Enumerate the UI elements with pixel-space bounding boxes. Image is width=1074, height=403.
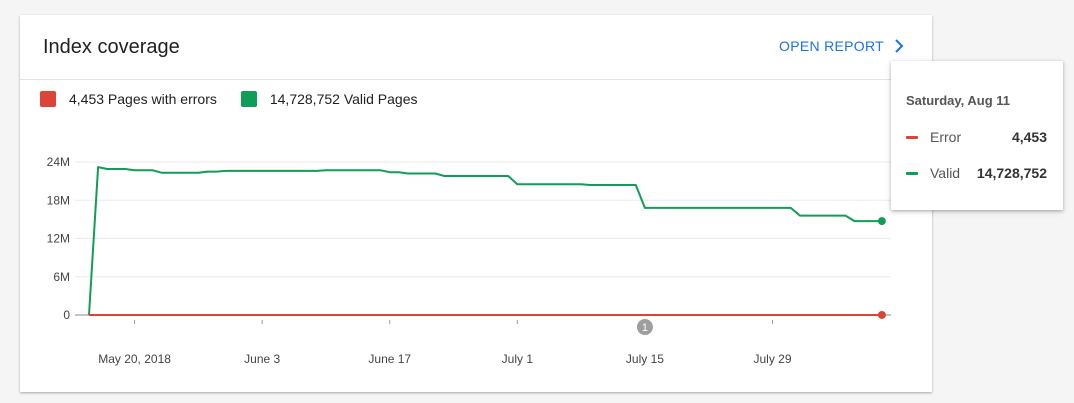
series-end-point-error <box>877 310 886 319</box>
legend-valid-label: 14,728,752 Valid Pages <box>269 91 418 107</box>
x-tick-label: June 3 <box>244 352 280 366</box>
chart-tooltip: Saturday, Aug 11 Error 4,453 Valid 14,72… <box>891 61 1063 210</box>
x-tick-label: July 29 <box>754 352 792 366</box>
chart-legend: 4,453 Pages with errors 14,728,752 Valid… <box>40 91 442 107</box>
y-tick-label: 18M <box>47 193 70 207</box>
tooltip-row-valid: Valid 14,728,752 <box>906 165 1047 181</box>
legend-errors-label: 4,453 Pages with errors <box>69 91 217 107</box>
open-report-label: OPEN REPORT <box>779 38 884 54</box>
tooltip-valid-label: Valid <box>930 165 961 181</box>
x-tick-label: July 1 <box>502 352 534 366</box>
tooltip-valid-value: 14,728,752 <box>976 165 1047 181</box>
valid-dash-icon <box>906 172 918 175</box>
card-title: Index coverage <box>43 36 180 58</box>
series-line-valid <box>88 166 882 316</box>
tooltip-row-error: Error 4,453 <box>906 129 1047 145</box>
valid-swatch <box>240 91 257 107</box>
legend-item-valid[interactable]: 14,728,752 Valid Pages <box>240 91 418 107</box>
y-tick-label: 0 <box>63 308 70 322</box>
card-header: Index coverage OPEN REPORT <box>20 15 932 80</box>
tooltip-error-label: Error <box>930 129 962 145</box>
x-tick-label: July 15 <box>626 352 664 366</box>
chevron-right-icon <box>894 39 904 53</box>
y-tick-label: 24M <box>47 155 70 169</box>
annotation-label: 1 <box>642 322 648 334</box>
annotation-marker <box>636 319 653 335</box>
series-end-point-valid <box>877 217 886 226</box>
legend-item-errors[interactable]: 4,453 Pages with errors <box>40 91 217 107</box>
y-tick-label: 12M <box>47 232 70 246</box>
error-dash-icon <box>906 136 918 139</box>
error-swatch <box>40 91 56 107</box>
coverage-chart[interactable]: 0 6M 12M 18M 24M May 20, 2018 June 3 June 17 Jul… <box>20 15 932 392</box>
tooltip-date: Saturday, Aug 11 <box>906 93 1011 108</box>
index-coverage-card: Index coverage OPEN REPORT 4,453 Pages w… <box>20 15 932 392</box>
tooltip-error-value: 4,453 <box>1011 129 1047 145</box>
x-tick-label: June 17 <box>368 352 411 366</box>
open-report-button[interactable]: OPEN REPORT <box>779 38 904 54</box>
x-tick-label: May 20, 2018 <box>98 352 171 366</box>
y-tick-label: 6M <box>53 270 70 284</box>
